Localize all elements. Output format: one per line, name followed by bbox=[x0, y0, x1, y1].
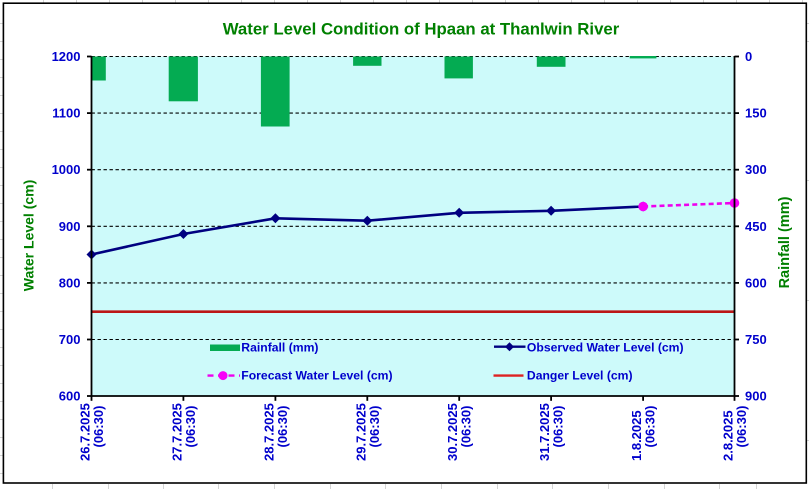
svg-text:1100: 1100 bbox=[52, 106, 80, 121]
svg-text:Water Level (cm): Water Level (cm) bbox=[21, 180, 37, 292]
svg-text:0: 0 bbox=[745, 49, 752, 64]
svg-text:30.7.2025: 30.7.2025 bbox=[445, 403, 460, 461]
svg-text:1200: 1200 bbox=[52, 49, 81, 64]
svg-text:(06:30): (06:30) bbox=[91, 406, 106, 448]
svg-text:29.7.2025: 29.7.2025 bbox=[353, 403, 368, 461]
svg-text:(06:30): (06:30) bbox=[459, 406, 474, 448]
svg-text:700: 700 bbox=[59, 332, 81, 347]
svg-text:2.8.2025: 2.8.2025 bbox=[721, 410, 736, 461]
svg-text:(06:30): (06:30) bbox=[183, 406, 198, 448]
svg-text:26.7.2025: 26.7.2025 bbox=[78, 403, 93, 461]
svg-text:300: 300 bbox=[745, 162, 767, 177]
svg-text:800: 800 bbox=[59, 275, 81, 290]
svg-text:31.7.2025: 31.7.2025 bbox=[537, 403, 552, 461]
svg-text:600: 600 bbox=[59, 389, 81, 404]
svg-text:27.7.2025: 27.7.2025 bbox=[169, 403, 184, 461]
svg-text:Forecast Water Level (cm): Forecast Water Level (cm) bbox=[241, 369, 392, 383]
svg-text:(06:30): (06:30) bbox=[643, 406, 658, 448]
svg-text:Rainfall (mm): Rainfall (mm) bbox=[777, 196, 793, 288]
svg-text:(06:30): (06:30) bbox=[367, 406, 382, 448]
svg-text:1000: 1000 bbox=[52, 162, 81, 177]
svg-text:Water Level Condition of Hpaan: Water Level Condition of Hpaan at Thanlw… bbox=[223, 19, 620, 38]
svg-text:(06:30): (06:30) bbox=[275, 406, 290, 448]
svg-text:750: 750 bbox=[745, 332, 767, 347]
svg-text:28.7.2025: 28.7.2025 bbox=[261, 403, 276, 461]
svg-text:900: 900 bbox=[745, 389, 767, 404]
svg-text:(06:30): (06:30) bbox=[551, 406, 566, 448]
svg-text:1.8.2025: 1.8.2025 bbox=[629, 410, 644, 461]
svg-text:Observed Water Level (cm): Observed Water Level (cm) bbox=[527, 341, 684, 355]
svg-text:Rainfall (mm): Rainfall (mm) bbox=[241, 341, 318, 355]
svg-text:Danger Level (cm): Danger Level (cm) bbox=[527, 369, 633, 383]
svg-text:600: 600 bbox=[745, 275, 767, 290]
svg-text:150: 150 bbox=[745, 106, 767, 121]
svg-text:(06:30): (06:30) bbox=[734, 406, 749, 448]
svg-text:450: 450 bbox=[745, 219, 767, 234]
svg-text:900: 900 bbox=[59, 219, 81, 234]
